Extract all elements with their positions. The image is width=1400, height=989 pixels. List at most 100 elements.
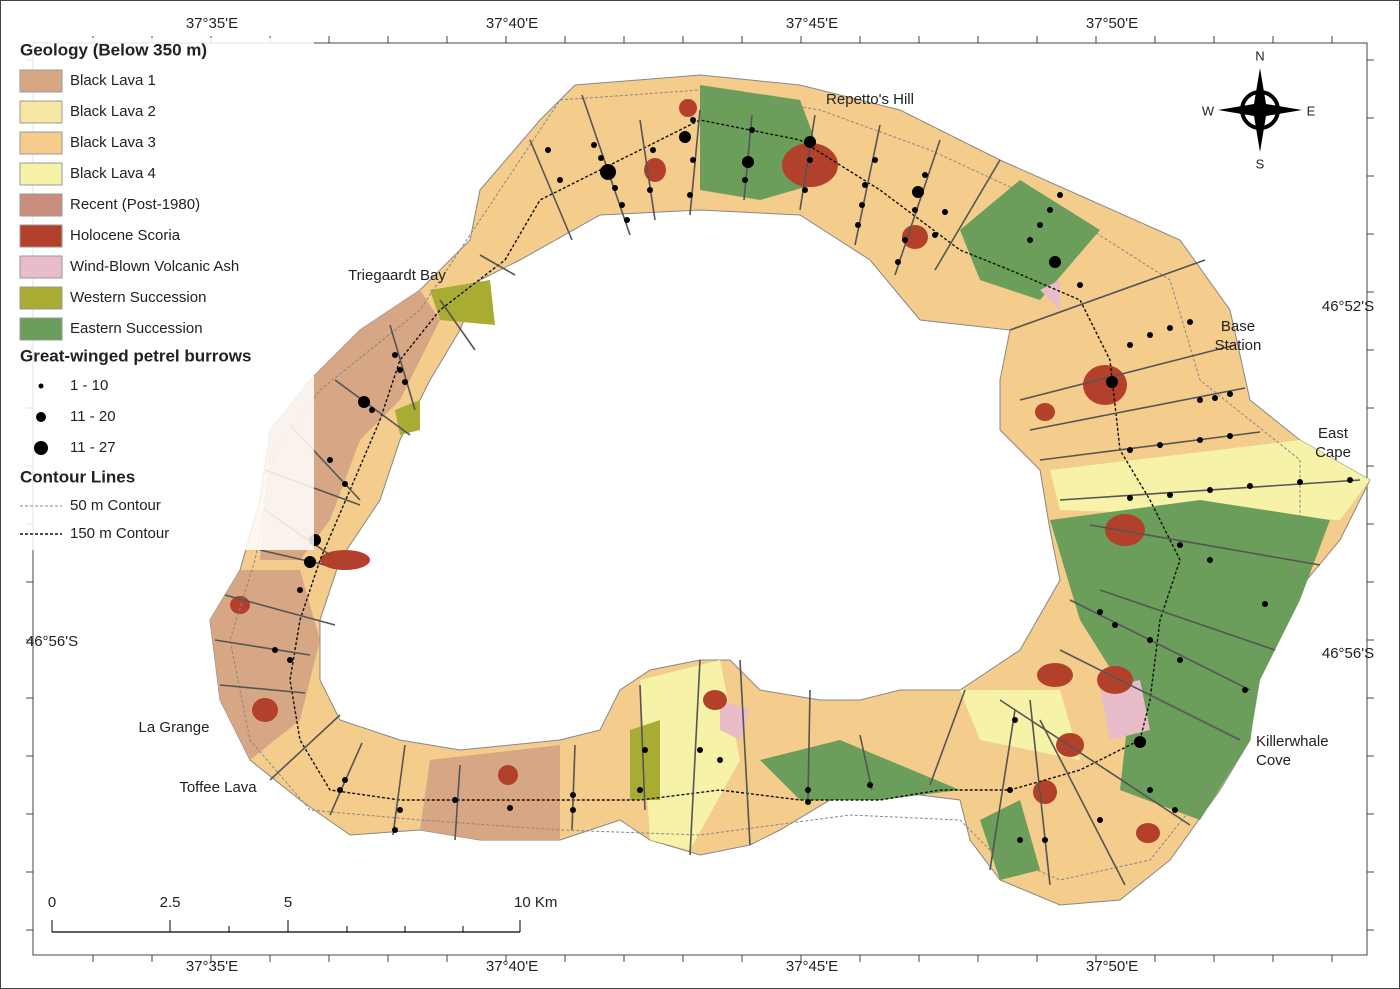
place-label: Station (1215, 337, 1262, 354)
transect (929, 689, 966, 786)
transect (1039, 719, 1126, 886)
place-label: Killerwhale (1256, 733, 1329, 750)
burrow-point (297, 587, 303, 593)
burrow-point (749, 127, 755, 133)
burrow-point (717, 757, 723, 763)
eastern-succession-zone (700, 85, 1330, 880)
burrow-point (1297, 479, 1303, 485)
scoria (252, 698, 278, 722)
scoria (902, 225, 928, 249)
scoria (1033, 780, 1057, 804)
legend-swatch (19, 286, 63, 310)
legend-label: Black Lava 1 (70, 72, 156, 89)
burrow-point (1017, 837, 1023, 843)
burrow-point (807, 157, 813, 163)
burrow-point (397, 807, 403, 813)
ash-zone (720, 280, 1150, 740)
transect (1089, 524, 1321, 566)
burrow-point (690, 117, 696, 123)
burrow-point (272, 647, 278, 653)
burrow-point (342, 481, 348, 487)
burrow-point (690, 157, 696, 163)
legend-title: Geology (Below 350 m) (20, 40, 207, 59)
burrow-point (570, 792, 576, 798)
scoria (679, 99, 697, 117)
burrow-point (647, 187, 653, 193)
burrow-point (1157, 442, 1163, 448)
transect (1099, 589, 1276, 651)
legend-label: 11 - 27 (70, 439, 116, 456)
legend-swatch (19, 131, 63, 155)
legend-label: 50 m Contour (70, 497, 161, 514)
compass-letter: S (1256, 156, 1265, 171)
burrow-point (358, 396, 370, 408)
transect (1029, 387, 1246, 431)
burrow-point (637, 787, 643, 793)
burrow-point (1247, 483, 1253, 489)
latitude-label: 46°52'S (1322, 298, 1374, 315)
legend-label: Black Lava 4 (70, 165, 156, 182)
burrow-point (1187, 319, 1193, 325)
burrow-point (932, 232, 938, 238)
burrow-point (1147, 787, 1153, 793)
burrow-point (1177, 542, 1183, 548)
burrow-point (872, 157, 878, 163)
transect (689, 659, 701, 856)
compass-arrows (1218, 68, 1302, 152)
transect (529, 139, 573, 241)
burrow-point (337, 787, 343, 793)
burrow-point (1112, 622, 1118, 628)
burrow-point (1007, 787, 1013, 793)
transect (389, 324, 416, 411)
place-label: East (1318, 425, 1349, 442)
burrow-point (895, 259, 901, 265)
burrow-point (805, 799, 811, 805)
burrow-point (1262, 601, 1268, 607)
burrow-point (802, 187, 808, 193)
legend-label: 1 - 10 (70, 377, 108, 394)
scoria (782, 143, 838, 187)
burrow-point (557, 177, 563, 183)
transect (439, 299, 476, 351)
burrow-point (912, 207, 918, 213)
burrow-point (570, 807, 576, 813)
burrow-point (1012, 717, 1018, 723)
legend-swatch (19, 69, 63, 93)
burrow-point (697, 747, 703, 753)
burrow-point (287, 657, 293, 663)
burrow-point (1134, 736, 1146, 748)
burrow-point (855, 222, 861, 228)
transect (934, 159, 1001, 271)
transect (1029, 699, 1051, 886)
burrow-point (1047, 207, 1053, 213)
burrow-point (1037, 222, 1043, 228)
burrow-point (1197, 397, 1203, 403)
legend-swatch (19, 255, 63, 279)
longitude-label: 37°35'E (186, 15, 238, 32)
burrow-point (1057, 192, 1063, 198)
burrow-point (1197, 437, 1203, 443)
transect (479, 254, 516, 276)
longitude-label: 37°45'E (786, 958, 838, 975)
burrow-point (1242, 687, 1248, 693)
place-label: Triegaardt Bay (348, 267, 446, 284)
burrow-points (272, 117, 1353, 843)
burrow-point (591, 142, 597, 148)
burrow-point (1127, 447, 1133, 453)
burrow-point (507, 805, 513, 811)
scoria (320, 550, 370, 570)
place-label: Base (1221, 318, 1255, 335)
compass-rose (1218, 68, 1302, 152)
legend-swatch (19, 162, 63, 186)
burrow-point (369, 407, 375, 413)
burrow-point (1227, 391, 1233, 397)
scale-label: 2.5 (160, 894, 181, 911)
legend-swatch (19, 317, 63, 341)
contour-150m-line (289, 119, 1181, 801)
transect (1009, 259, 1206, 331)
burrow-point (1049, 256, 1061, 268)
burrow-point (1167, 325, 1173, 331)
scoria (498, 765, 518, 785)
longitude-label: 37°35'E (186, 958, 238, 975)
